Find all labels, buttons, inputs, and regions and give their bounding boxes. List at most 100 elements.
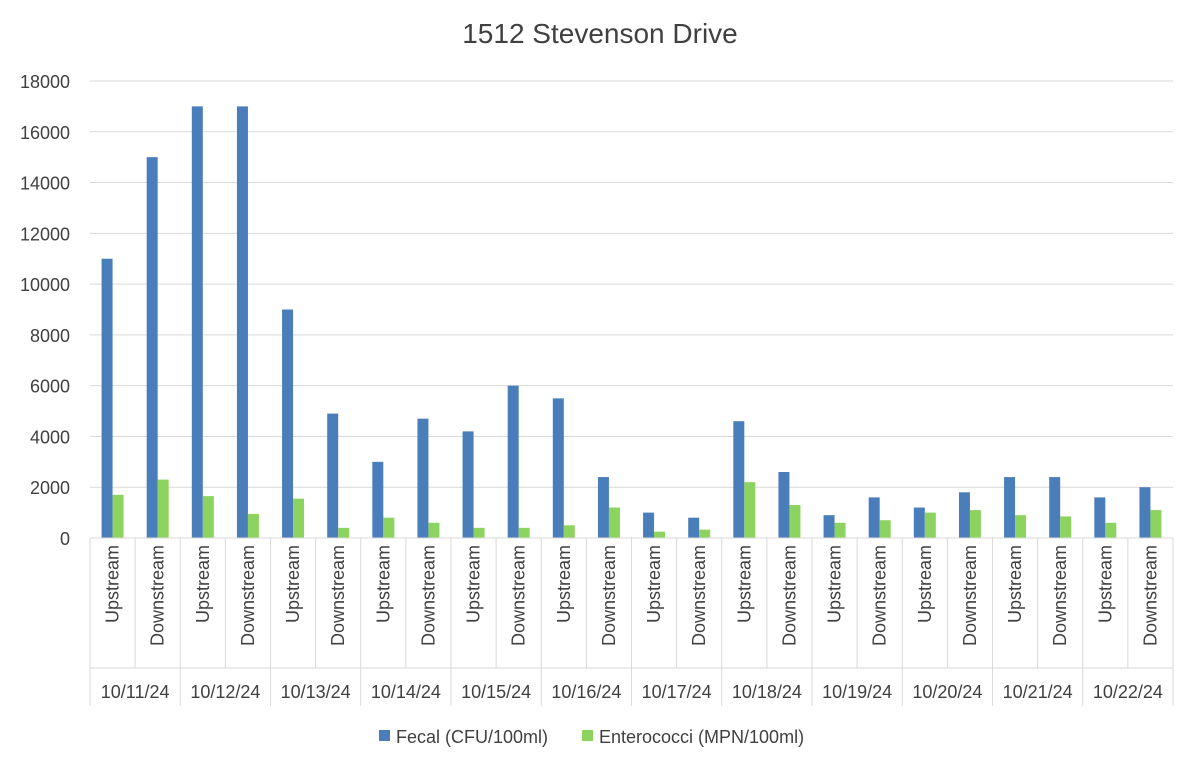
y-tick-label: 16000	[20, 123, 70, 143]
bar-enterococci	[518, 527, 530, 538]
y-tick-label: 8000	[30, 326, 70, 346]
bar-fecal	[778, 471, 790, 538]
bar-fecal	[462, 431, 474, 538]
x-subcategory-label: Upstream	[373, 545, 393, 623]
x-subcategory-label: Downstream	[238, 545, 258, 646]
bar-enterococci	[157, 479, 169, 538]
bar-enterococci	[744, 482, 756, 538]
x-subcategory-label: Downstream	[960, 545, 980, 646]
x-subcategory-label: Downstream	[689, 545, 709, 646]
x-subcategory-label: Downstream	[870, 545, 890, 646]
x-group-label: 10/19/24	[822, 682, 892, 702]
y-tick-label: 10000	[20, 275, 70, 295]
x-subcategory-label: Upstream	[915, 545, 935, 623]
x-group-label: 10/13/24	[281, 682, 351, 702]
bar-fecal	[1139, 487, 1151, 538]
x-group-label: 10/16/24	[551, 682, 621, 702]
bar-fecal	[1049, 477, 1061, 538]
legend-swatch	[379, 730, 390, 741]
bar-fecal	[507, 385, 519, 538]
x-subcategory-label: Upstream	[193, 545, 213, 623]
chart-title: 1512 Stevenson Drive	[462, 18, 738, 49]
bar-fecal	[552, 398, 564, 538]
bar-enterococci	[1015, 515, 1027, 538]
x-subcategory-label: Downstream	[328, 545, 348, 646]
y-tick-label: 6000	[30, 377, 70, 397]
legend-swatch	[582, 730, 593, 741]
x-subcategory-label: Upstream	[103, 545, 123, 623]
x-subcategory-label: Downstream	[1050, 545, 1070, 646]
bar-enterococci	[202, 496, 214, 538]
bar-fecal	[1004, 477, 1016, 538]
x-subcategory-label: Upstream	[734, 545, 754, 623]
x-subcategory-label: Downstream	[779, 545, 799, 646]
bar-enterococci	[473, 527, 485, 538]
bar-fecal	[913, 507, 925, 538]
x-subcategory-label: Upstream	[554, 545, 574, 623]
x-axis: Upstream Downstream Upstream Downstream Upst…	[89, 537, 1174, 706]
bar-enterococci	[924, 512, 936, 538]
bar-fecal	[643, 512, 655, 538]
x-subcategory-label: Downstream	[599, 545, 619, 646]
bar-enterococci	[247, 513, 259, 538]
bar-enterococci	[563, 525, 575, 538]
y-tick-label: 0	[60, 529, 70, 549]
x-group-label: 10/15/24	[461, 682, 531, 702]
bar-fecal	[597, 477, 609, 538]
bar-enterococci	[1060, 516, 1072, 538]
x-subcategory-label: Downstream	[509, 545, 529, 646]
bar-enterococci	[969, 510, 981, 538]
bar-enterococci	[428, 522, 440, 538]
bar-enterococci	[338, 527, 350, 538]
x-group-label: 10/12/24	[190, 682, 260, 702]
x-subcategory-label: Upstream	[644, 545, 664, 623]
bar-fecal	[417, 418, 429, 538]
bar-fecal	[733, 421, 745, 538]
bar-fecal	[958, 492, 970, 538]
x-group-label: 10/14/24	[371, 682, 441, 702]
bars	[101, 106, 1162, 538]
y-tick-label: 12000	[20, 224, 70, 244]
x-group-label: 10/21/24	[1003, 682, 1073, 702]
bar-fecal	[191, 106, 203, 538]
bar-fecal	[688, 517, 700, 538]
x-group-label: 10/20/24	[912, 682, 982, 702]
bar-fecal	[282, 309, 294, 538]
x-subcategory-label: Downstream	[418, 545, 438, 646]
x-subcategory-label: Upstream	[283, 545, 303, 623]
bar-enterococci	[112, 494, 124, 538]
legend-label: Fecal (CFU/100ml)	[396, 727, 548, 747]
x-subcategory-label: Upstream	[1095, 545, 1115, 623]
x-group-label: 10/11/24	[101, 682, 170, 702]
bar-fecal	[823, 515, 835, 538]
bar-enterococci	[608, 507, 620, 538]
y-tick-label: 18000	[20, 72, 70, 92]
bar-fecal	[236, 106, 248, 538]
bar-enterococci	[1150, 510, 1162, 538]
bar-fecal	[101, 258, 113, 538]
bar-enterococci	[654, 531, 666, 538]
y-tick-label: 14000	[20, 174, 70, 194]
y-axis-tick-labels: 0 2000 4000 6000 8000 10000 12000 14000 16000 180…	[20, 72, 70, 549]
bar-fecal	[327, 413, 339, 538]
bar-enterococci	[1105, 522, 1117, 538]
x-subcategory-label: Downstream	[1140, 545, 1160, 646]
bar-enterococci	[699, 529, 711, 538]
x-subcategory-label: Downstream	[148, 545, 168, 646]
bar-enterococci	[879, 520, 891, 538]
x-subcategory-label: Upstream	[464, 545, 484, 623]
legend-label: Enterococci (MPN/100ml)	[599, 727, 804, 747]
bar-fecal	[372, 461, 384, 538]
gridlines	[90, 80, 1173, 539]
x-group-label: 10/17/24	[642, 682, 712, 702]
bar-fecal	[868, 497, 880, 538]
bar-enterococci	[293, 498, 305, 538]
x-subcategory-label: Upstream	[1005, 545, 1025, 623]
legend: Fecal (CFU/100ml) Enterococci (MPN/100ml)	[379, 727, 804, 747]
x-group-label: 10/22/24	[1093, 682, 1163, 702]
x-group-label: 10/18/24	[732, 682, 802, 702]
bar-enterococci	[834, 522, 846, 538]
y-tick-label: 2000	[30, 478, 70, 498]
